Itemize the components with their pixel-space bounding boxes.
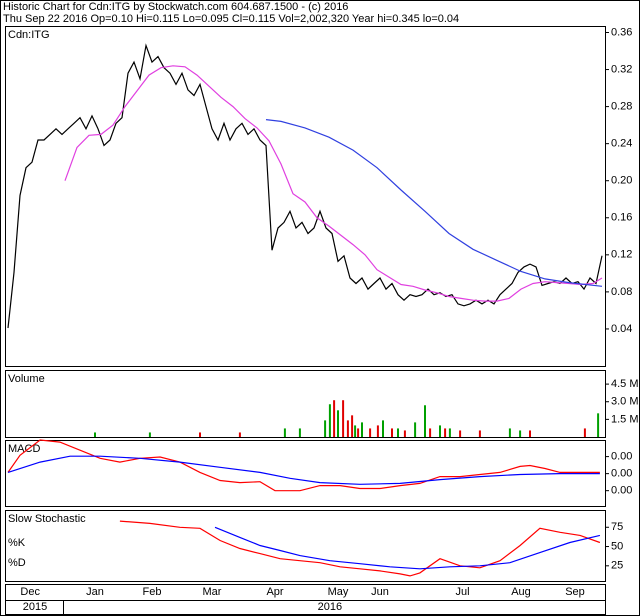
legend-label: %D	[8, 557, 26, 569]
y-tick-label: 0.16	[611, 212, 632, 224]
y-tick-label: 0.24	[611, 138, 632, 150]
legend-label: %K	[8, 537, 26, 549]
volume-bar	[529, 430, 531, 437]
panel-box	[5, 26, 606, 367]
y-tick-label: 50	[611, 540, 623, 552]
volume-bar	[361, 422, 363, 437]
chart-subtitle: Thu Sep 22 2016 Op=0.10 Hi=0.115 Lo=0.09…	[3, 13, 459, 25]
series-line	[265, 119, 603, 287]
panel-label: Cdn:ITG	[8, 29, 50, 41]
volume-bar	[342, 400, 345, 437]
chart-title: Historic Chart for Cdn:ITG by Stockwatch…	[3, 1, 348, 13]
series-line	[7, 439, 600, 492]
y-tick-label: 0.20	[611, 175, 632, 187]
series-line	[7, 43, 603, 329]
x-tick-label: Apr	[266, 586, 283, 598]
y-tick-label: 0.12	[611, 249, 632, 261]
volume-bar	[397, 428, 399, 437]
x-tick-label: May	[328, 586, 349, 598]
y-tick-label: 0.04	[611, 323, 632, 335]
volume-bar	[597, 413, 600, 437]
volume-bar	[424, 405, 426, 437]
panel-box	[5, 440, 606, 507]
series-line	[7, 455, 600, 485]
y-tick-label: 75	[611, 521, 623, 533]
volume-bar	[238, 432, 241, 437]
volume-bar	[324, 420, 327, 437]
series-line	[214, 526, 601, 570]
volume-bar	[337, 410, 339, 437]
y-tick-label: 0.28	[611, 101, 632, 113]
panel-box	[5, 370, 606, 438]
volume-bar	[478, 430, 481, 437]
volume-bar	[346, 420, 349, 437]
y-tick-label: 3.0 M	[611, 396, 639, 408]
y-tick-label: 25	[611, 560, 623, 572]
volume-bar	[357, 428, 360, 437]
y-tick-label: 0.00	[611, 468, 632, 480]
volume-bar	[369, 428, 372, 437]
x-tick-label: Jun	[371, 586, 389, 598]
year-label: 2016	[318, 601, 342, 613]
volume-bar	[439, 425, 441, 437]
panel-label: Volume	[8, 373, 45, 385]
y-tick-label: 1.5 M	[611, 413, 639, 425]
volume-bar	[382, 420, 384, 437]
volume-bar	[283, 428, 286, 437]
volume-bar	[328, 404, 331, 437]
y-tick-label: 0.32	[611, 63, 632, 75]
y-tick-label: 0.08	[611, 286, 632, 298]
series-line	[119, 520, 601, 577]
panel-label: MACD	[8, 443, 40, 455]
y-tick-label: 0.00	[611, 451, 632, 463]
volume-bar	[403, 430, 406, 437]
volume-bar	[508, 428, 511, 437]
x-tick-label: Jul	[455, 586, 469, 598]
x-tick-label: Dec	[20, 586, 40, 598]
x-tick-label: Aug	[511, 586, 531, 598]
volume-bar	[429, 428, 432, 437]
volume-bar	[583, 428, 586, 437]
volume-bar	[376, 425, 379, 437]
volume-bar	[94, 432, 96, 437]
volume-bar	[354, 425, 357, 437]
panel-label: Slow Stochastic	[8, 513, 86, 525]
series-line	[64, 65, 603, 302]
volume-bar	[391, 428, 393, 437]
year-label: 2015	[23, 601, 47, 613]
x-axis-box	[5, 584, 606, 615]
y-tick-label: 0.00	[611, 485, 632, 497]
x-tick-label: Feb	[143, 586, 162, 598]
volume-bar	[414, 422, 417, 437]
volume-bar	[351, 415, 354, 437]
volume-bar	[333, 400, 336, 437]
x-tick-label: Sep	[565, 586, 585, 598]
volume-bar	[148, 432, 151, 437]
volume-bar	[199, 432, 201, 437]
y-tick-label: 4.5 M	[611, 378, 639, 390]
volume-bar	[519, 430, 522, 437]
volume-bar	[298, 428, 301, 437]
x-tick-label: Mar	[203, 586, 222, 598]
volume-bar	[459, 430, 462, 437]
y-tick-label: 0.36	[611, 26, 632, 38]
volume-bar	[444, 428, 447, 437]
volume-bar	[448, 428, 451, 437]
x-tick-label: Jan	[86, 586, 104, 598]
panel-box	[5, 510, 606, 582]
